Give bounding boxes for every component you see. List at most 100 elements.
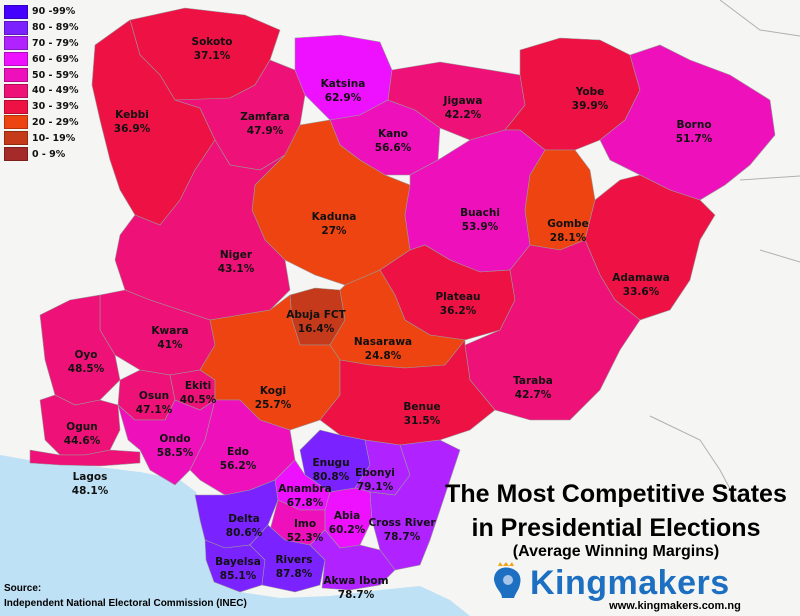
legend-swatch	[4, 4, 28, 19]
state-name-kaduna: Kaduna	[312, 211, 357, 223]
state-name-cross-river: Cross River	[368, 517, 436, 529]
legend-label: 0 - 9%	[32, 148, 66, 160]
state-name-delta: Delta	[228, 513, 260, 525]
map-title-line2: in Presidential Elections	[471, 514, 761, 542]
legend-entry: 70 - 79%	[4, 36, 90, 52]
legend-label: 10- 19%	[32, 132, 76, 144]
legend-label: 60 - 69%	[32, 53, 79, 65]
state-margin-buachi: 53.9%	[462, 221, 499, 233]
state-margin-kaduna: 27%	[321, 225, 347, 237]
legend-swatch	[4, 68, 28, 83]
state-margin-oyo: 48.5%	[68, 363, 105, 375]
state-margin-taraba: 42.7%	[515, 389, 552, 401]
state-name-kogi: Kogi	[260, 385, 286, 397]
state-margin-jigawa: 42.2%	[445, 109, 482, 121]
state-name-katsina: Katsina	[321, 78, 366, 90]
state-margin-ogun: 44.6%	[64, 435, 101, 447]
state-margin-cross-river: 78.7%	[384, 531, 421, 543]
state-region-yobe[interactable]	[504, 37, 641, 151]
legend-entry: 40 - 49%	[4, 83, 90, 99]
legend-entry: 0 - 9%	[4, 146, 90, 162]
legend-label: 30 - 39%	[32, 101, 79, 113]
states-layer	[29, 7, 776, 593]
state-name-rivers: Rivers	[275, 554, 312, 566]
state-name-enugu: Enugu	[312, 457, 349, 469]
state-name-borno: Borno	[676, 119, 711, 131]
neighbor-border	[649, 0, 800, 501]
legend-entry: 10- 19%	[4, 130, 90, 146]
state-name-kano: Kano	[378, 128, 408, 140]
state-margin-ondo: 58.5%	[157, 447, 194, 459]
legend-entry: 60 - 69%	[4, 51, 90, 67]
state-region-lagos[interactable]	[29, 449, 141, 467]
state-name-imo: Imo	[294, 518, 316, 530]
state-name-benue: Benue	[403, 401, 440, 413]
state-name-sokoto: Sokoto	[192, 36, 233, 48]
legend-entry: 80 - 89%	[4, 20, 90, 36]
map-subtitle: (Average Winning Margins)	[512, 543, 720, 560]
legend-swatch	[4, 115, 28, 130]
legend-label: 70 - 79%	[32, 37, 79, 49]
brand-name: Kingmakers	[530, 564, 730, 602]
state-name-lagos: Lagos	[73, 471, 108, 483]
state-margin-zamfara: 47.9%	[247, 125, 284, 137]
state-name-abuja-fct: Abuja FCT	[286, 309, 346, 321]
state-margin-lagos: 48.1%	[72, 485, 109, 497]
state-region-akwa-ibom[interactable]	[309, 529, 396, 591]
state-name-plateau: Plateau	[435, 291, 480, 303]
state-name-osun: Osun	[139, 390, 169, 402]
state-margin-kano: 56.6%	[375, 142, 412, 154]
labels-layer: Sokoto 37.1% Kebbi 36.9% Zamfara 47.9% Katsina…	[64, 36, 713, 601]
state-name-adamawa: Adamawa	[612, 272, 670, 284]
state-region-ogun[interactable]	[39, 394, 121, 456]
legend-swatch	[4, 99, 28, 114]
state-margin-kebbi: 36.9%	[114, 123, 151, 135]
state-margin-ebonyi: 79.1%	[357, 481, 394, 493]
state-region-benue[interactable]	[319, 339, 496, 446]
legend-entry: 90 -99%	[4, 4, 90, 20]
state-margin-imo: 52.3%	[287, 532, 324, 544]
state-name-gombe: Gombe	[547, 218, 588, 230]
state-name-akwa-ibom: Akwa Ibom	[323, 575, 388, 587]
state-margin-abuja-fct: 16.4%	[298, 323, 335, 335]
state-name-buachi: Buachi	[460, 207, 500, 219]
legend-label: 80 - 89%	[32, 22, 79, 34]
state-margin-niger: 43.1%	[218, 263, 255, 275]
state-region-borno[interactable]	[599, 44, 776, 201]
state-margin-bayelsa: 85.1%	[220, 570, 257, 582]
source-heading: Source:	[4, 583, 42, 594]
state-margin-abia: 60.2%	[329, 524, 366, 536]
state-name-zamfara: Zamfara	[240, 111, 290, 123]
brand-logo: Kingmakers	[490, 562, 790, 602]
state-region-rivers[interactable]	[249, 524, 326, 593]
state-margin-kogi: 25.7%	[255, 399, 292, 411]
legend-swatch	[4, 20, 28, 35]
state-name-oyo: Oyo	[75, 349, 98, 361]
state-margin-anambra: 67.8%	[287, 497, 324, 509]
legend-entry: 50 - 59%	[4, 67, 90, 83]
legend-label: 20 - 29%	[32, 116, 79, 128]
state-margin-plateau: 36.2%	[440, 305, 477, 317]
state-name-edo: Edo	[227, 446, 249, 458]
state-margin-rivers: 87.8%	[276, 568, 313, 580]
state-name-yobe: Yobe	[575, 86, 605, 98]
legend-label: 50 - 59%	[32, 69, 79, 81]
legend: 90 -99% 80 - 89% 70 - 79% 60 - 69% 50 - 59% 4…	[4, 4, 90, 162]
state-name-kebbi: Kebbi	[115, 109, 149, 121]
state-name-jigawa: Jigawa	[443, 95, 483, 107]
source-text: Independent National Electoral Commissio…	[4, 598, 247, 609]
state-name-kwara: Kwara	[151, 325, 188, 337]
state-name-ebonyi: Ebonyi	[355, 467, 395, 479]
state-name-bayelsa: Bayelsa	[215, 556, 261, 568]
state-name-ekiti: Ekiti	[185, 380, 211, 392]
state-margin-benue: 31.5%	[404, 415, 441, 427]
state-margin-ekiti: 40.5%	[180, 394, 217, 406]
state-name-niger: Niger	[220, 249, 253, 261]
state-margin-kwara: 41%	[157, 339, 183, 351]
state-margin-delta: 80.6%	[226, 527, 263, 539]
website-url[interactable]: www.kingmakers.com.ng	[609, 600, 741, 612]
legend-label: 90 -99%	[32, 6, 76, 18]
state-margin-sokoto: 37.1%	[194, 50, 231, 62]
state-name-taraba: Taraba	[513, 375, 553, 387]
